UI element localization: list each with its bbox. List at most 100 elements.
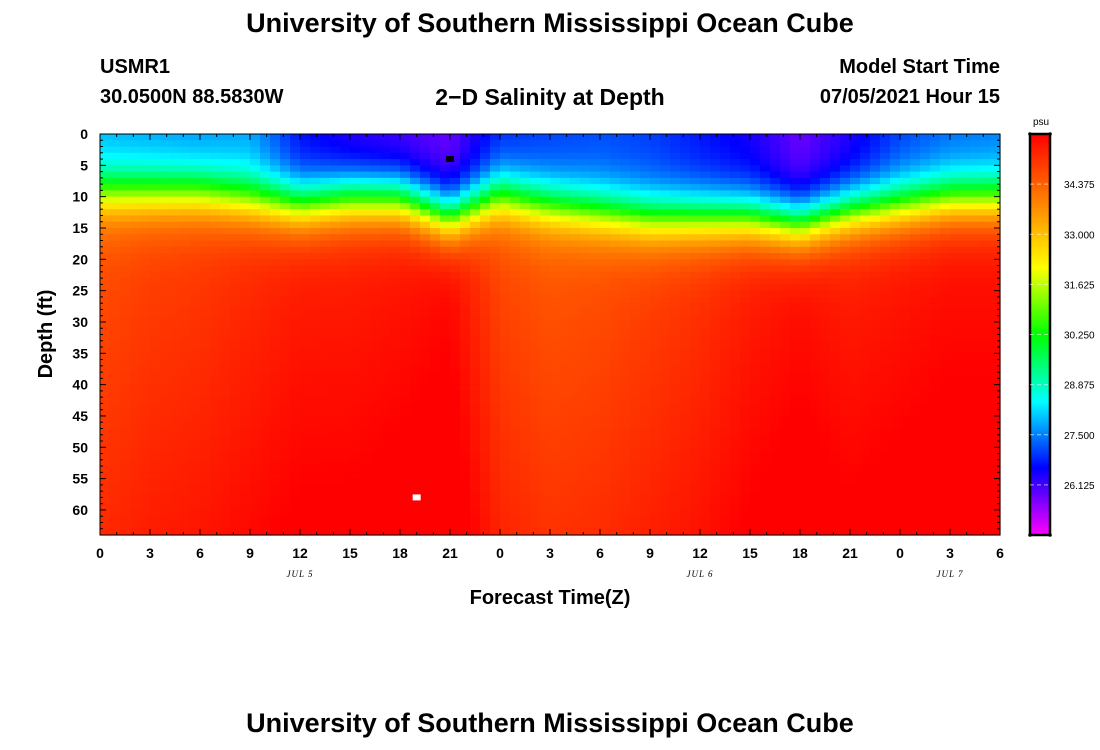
heatmap-cell xyxy=(280,146,291,154)
heatmap-cell xyxy=(410,334,421,342)
heatmap-cell xyxy=(300,196,311,204)
heatmap-cell xyxy=(850,453,861,461)
heatmap-cell xyxy=(120,290,131,298)
heatmap-cell xyxy=(120,296,131,304)
heatmap-cell xyxy=(290,271,301,279)
heatmap-cell xyxy=(900,428,911,436)
heatmap-cell xyxy=(670,453,681,461)
heatmap-cell xyxy=(950,246,961,254)
heatmap-cell xyxy=(870,253,881,260)
heatmap-cell xyxy=(900,321,911,329)
heatmap-cell xyxy=(560,165,571,173)
heatmap-cell xyxy=(920,334,931,342)
heatmap-cell xyxy=(620,415,631,423)
heatmap-cell xyxy=(760,321,771,329)
heatmap-cell xyxy=(330,365,341,373)
heatmap-cell xyxy=(900,409,911,417)
heatmap-cell xyxy=(410,309,421,317)
heatmap-cell xyxy=(120,334,131,342)
heatmap-cell xyxy=(770,466,781,473)
heatmap-cell xyxy=(420,403,431,411)
heatmap-cell xyxy=(930,397,941,405)
heatmap-cell xyxy=(430,159,441,166)
heatmap-cell xyxy=(690,290,701,298)
heatmap-cell xyxy=(940,365,951,373)
heatmap-cell xyxy=(370,227,381,235)
heatmap-cell xyxy=(340,478,351,486)
heatmap-cell xyxy=(840,159,851,166)
heatmap-cell xyxy=(750,472,761,480)
heatmap-cell xyxy=(590,353,601,361)
heatmap-cell xyxy=(280,253,291,260)
heatmap-cell xyxy=(560,146,571,154)
heatmap-cell xyxy=(870,171,881,179)
heatmap-cell xyxy=(560,447,571,455)
heatmap-cell xyxy=(370,284,381,292)
heatmap-cell xyxy=(910,171,921,179)
heatmap-cell xyxy=(180,334,191,342)
heatmap-cell xyxy=(150,215,161,223)
heatmap-cell xyxy=(720,177,731,185)
heatmap-cell xyxy=(440,403,451,411)
heatmap-cell xyxy=(900,240,911,248)
heatmap-cell xyxy=(710,434,721,442)
heatmap-cell xyxy=(400,328,411,336)
heatmap-cell xyxy=(150,140,161,148)
heatmap-cell xyxy=(470,372,481,379)
heatmap-cell xyxy=(700,328,711,336)
heatmap-cell xyxy=(120,372,131,379)
heatmap-cell xyxy=(330,478,341,486)
heatmap-cell xyxy=(350,334,361,342)
heatmap-cell xyxy=(350,353,361,361)
heatmap-cell xyxy=(330,321,341,329)
heatmap-cell xyxy=(840,321,851,329)
heatmap-cell xyxy=(970,353,981,361)
heatmap-cell xyxy=(450,409,461,417)
heatmap-cell xyxy=(390,409,401,417)
heatmap-cell xyxy=(380,271,391,279)
heatmap-cell xyxy=(630,447,641,455)
heatmap-cell xyxy=(660,159,671,166)
heatmap-cell xyxy=(720,434,731,442)
heatmap-cell xyxy=(200,415,211,423)
heatmap-cell xyxy=(300,134,311,141)
heatmap-cell xyxy=(280,265,291,273)
heatmap-cell xyxy=(420,177,431,185)
heatmap-cell xyxy=(590,296,601,304)
heatmap-cell xyxy=(250,221,261,229)
heatmap-cell xyxy=(300,221,311,229)
heatmap-cell xyxy=(390,334,401,342)
heatmap-cell xyxy=(430,146,441,154)
heatmap-cell xyxy=(700,428,711,436)
heatmap-cell xyxy=(220,347,231,354)
heatmap-cell xyxy=(960,271,971,279)
heatmap-cell xyxy=(390,309,401,317)
heatmap-cell xyxy=(770,159,781,166)
heatmap-cell xyxy=(710,309,721,317)
heatmap-cell xyxy=(550,415,561,423)
heatmap-cell xyxy=(980,372,991,379)
heatmap-cell xyxy=(610,321,621,329)
heatmap-cell xyxy=(540,328,551,336)
heatmap-cell xyxy=(540,422,551,430)
heatmap-cell xyxy=(550,472,561,480)
heatmap-cell xyxy=(970,171,981,179)
heatmap-cell xyxy=(280,202,291,210)
heatmap-cell xyxy=(260,290,271,298)
heatmap-cell xyxy=(210,152,221,160)
heatmap-cell xyxy=(140,434,151,442)
heatmap-cell xyxy=(770,196,781,204)
heatmap-cell xyxy=(390,403,401,411)
heatmap-cell xyxy=(240,328,251,336)
heatmap-cell xyxy=(550,140,561,148)
heatmap-cell xyxy=(520,441,531,448)
heatmap-cell xyxy=(610,303,621,311)
heatmap-cell xyxy=(240,234,251,242)
heatmap-cell xyxy=(490,321,501,329)
heatmap-cell xyxy=(840,278,851,285)
heatmap-cell xyxy=(150,209,161,217)
heatmap-cell xyxy=(960,171,971,179)
heatmap-cell xyxy=(280,303,291,311)
heatmap-cell xyxy=(750,290,761,298)
heatmap-cell xyxy=(440,340,451,348)
